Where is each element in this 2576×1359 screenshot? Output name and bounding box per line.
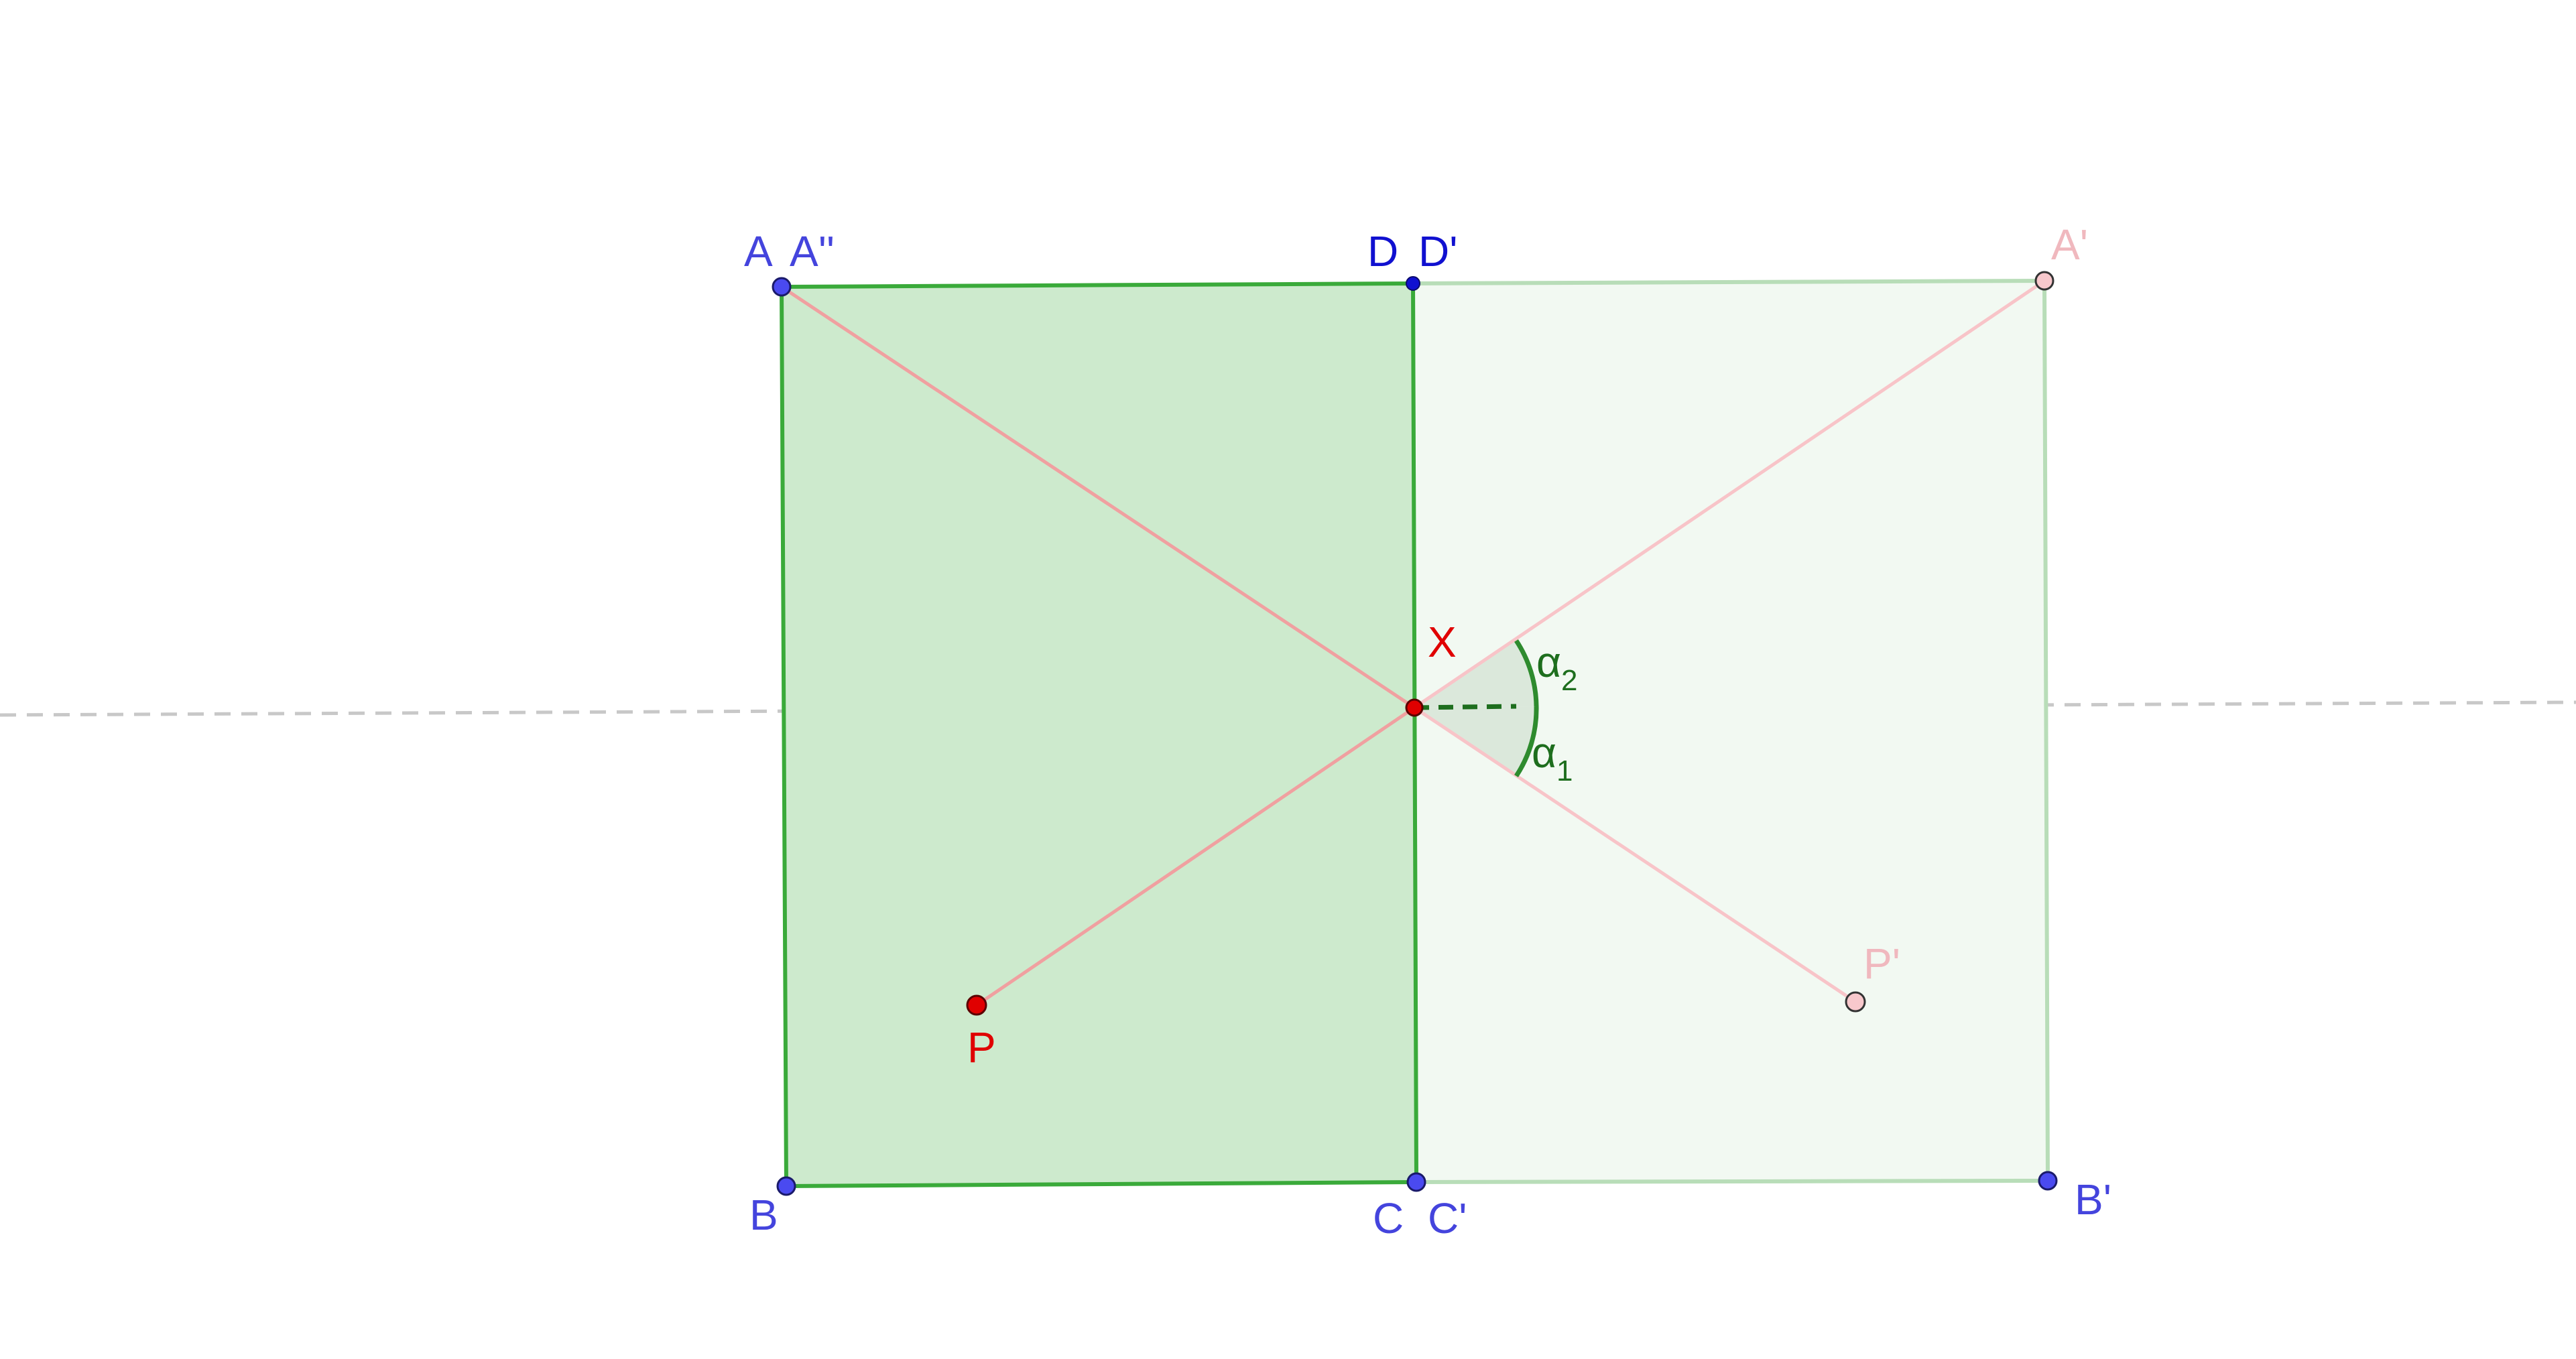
point-a[interactable] (772, 277, 792, 297)
ray-p-to-x[interactable] (975, 706, 1416, 1007)
point-p[interactable] (966, 994, 987, 1016)
point-a-prime[interactable] (2034, 271, 2054, 291)
original-rectangle[interactable] (779, 281, 1419, 1189)
label-x: X (1428, 618, 1457, 666)
label-alpha1: α1 (1532, 728, 1573, 787)
label-p-prime: P' (1863, 940, 1900, 988)
label-a-double-prime: A'' (790, 227, 835, 275)
point-p-prime[interactable] (1845, 991, 1866, 1013)
label-d-prime: D' (1418, 227, 1457, 275)
point-b[interactable] (776, 1176, 796, 1196)
label-d: D (1367, 227, 1398, 275)
angle-alpha2-sector[interactable] (1414, 641, 1536, 708)
angle-alpha1-sector[interactable] (1414, 706, 1537, 776)
label-c-prime: C' (1428, 1194, 1467, 1242)
ray-a-to-x[interactable] (780, 285, 1416, 710)
point-b-prime[interactable] (2038, 1171, 2058, 1191)
normal-segment[interactable] (1414, 704, 1517, 710)
point-x[interactable] (1405, 698, 1424, 717)
point-c[interactable] (1406, 1172, 1426, 1192)
ray-x-to-a-prime[interactable] (1413, 279, 2046, 710)
ray-x-to-p-prime[interactable] (1413, 706, 1857, 1004)
angle-alpha1-arc[interactable] (1514, 706, 1539, 777)
label-p: P (967, 1023, 996, 1072)
label-a: A (744, 227, 773, 275)
label-c: C (1373, 1194, 1404, 1242)
label-b-prime: B' (2075, 1175, 2111, 1224)
point-d[interactable] (1406, 276, 1420, 291)
label-a-prime: A' (2051, 220, 2088, 269)
label-alpha2: α2 (1536, 638, 1577, 697)
angle-alpha2-arc[interactable] (1514, 639, 1539, 707)
label-b: B (749, 1191, 778, 1239)
